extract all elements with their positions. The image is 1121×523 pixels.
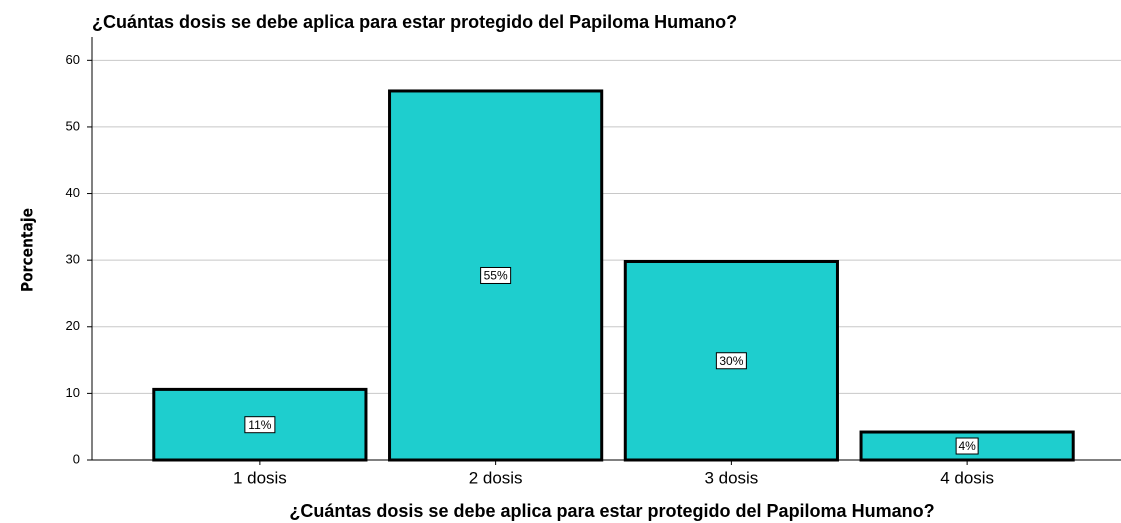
- x-axis-label: ¿Cuántas dosis se debe aplica para estar…: [289, 501, 934, 521]
- value-label-box: [480, 266, 512, 284]
- value-label: 30%: [719, 354, 743, 368]
- x-tick-label: 2 dosis: [469, 468, 523, 487]
- chart-title: ¿Cuántas dosis se debe aplica para estar…: [92, 12, 737, 32]
- y-tick-label: 60: [66, 52, 80, 67]
- x-tick-label: 3 dosis: [704, 468, 758, 487]
- y-tick-label: 10: [66, 385, 80, 400]
- value-label-box: [715, 352, 747, 370]
- value-label: 11%: [248, 418, 271, 432]
- x-tick-label: 4 dosis: [940, 468, 994, 487]
- y-axis-label: Porcentaje: [18, 208, 37, 292]
- value-label-box: [955, 437, 979, 455]
- value-label: 4%: [958, 439, 976, 453]
- y-tick-label: 0: [73, 451, 80, 466]
- y-tick-label: 50: [66, 118, 80, 133]
- value-label: 55%: [484, 269, 508, 283]
- y-tick-label: 40: [66, 185, 80, 200]
- y-tick-label: 30: [66, 252, 80, 267]
- x-tick-label: 1 dosis: [233, 468, 287, 487]
- value-label-box: [244, 416, 276, 434]
- y-tick-label: 20: [66, 318, 80, 333]
